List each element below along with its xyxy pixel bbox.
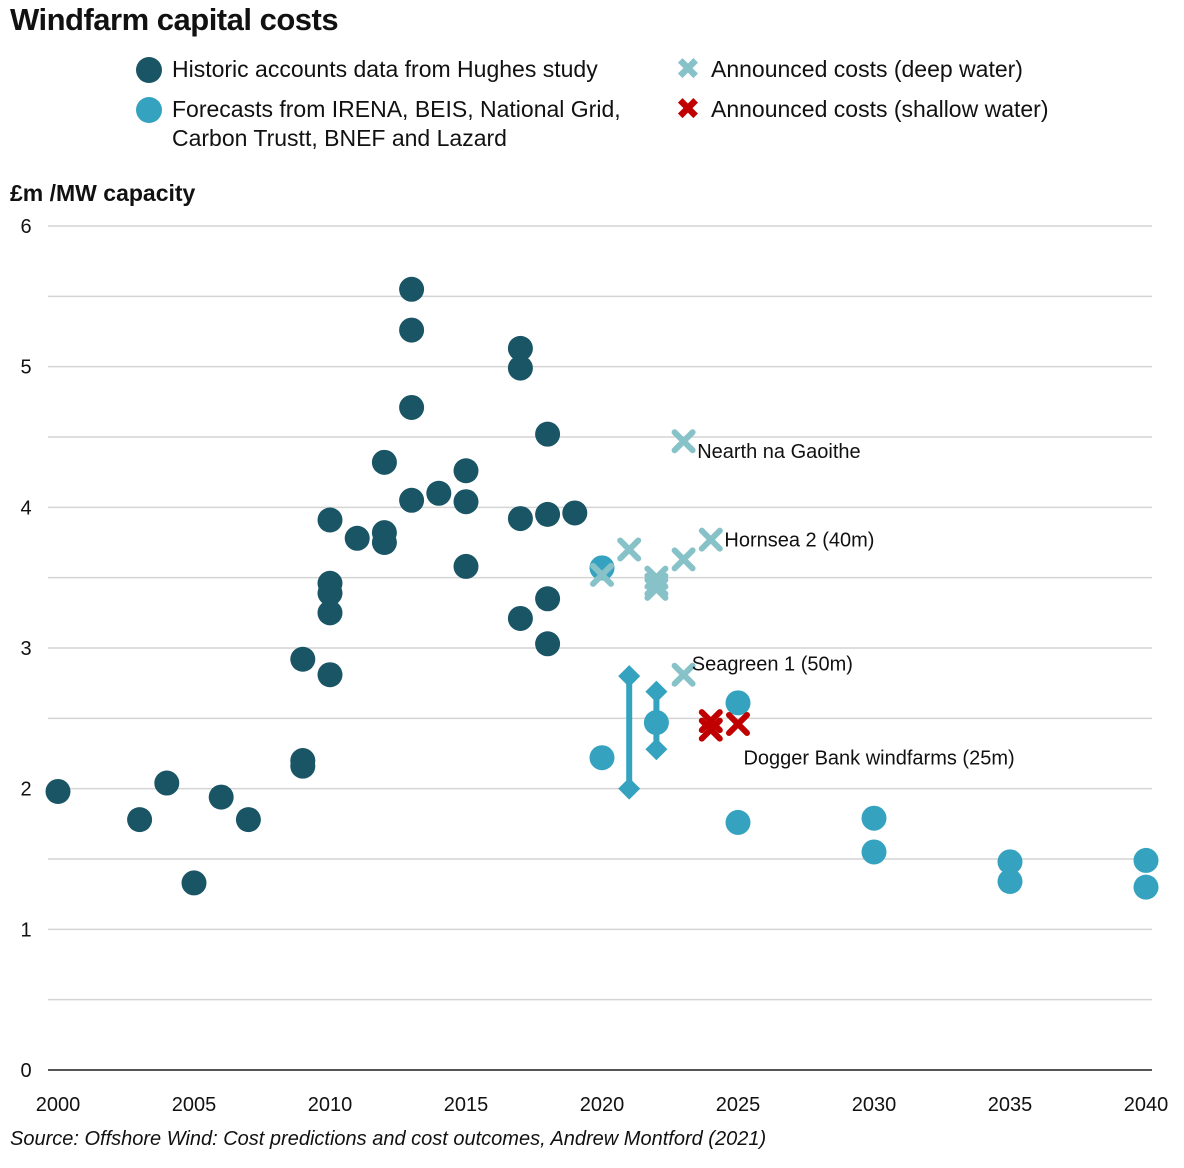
data-point [861, 805, 887, 831]
data-point [589, 745, 615, 771]
data-point [725, 809, 751, 835]
source-note: Source: Offshore Wind: Cost predictions … [10, 1128, 767, 1150]
data-point [426, 480, 452, 506]
x-tick-label: 2040 [1124, 1094, 1169, 1116]
data-point [317, 662, 343, 688]
y-tick-label: 6 [20, 216, 31, 238]
data-point [535, 421, 561, 447]
annotation-label: Seagreen 1 (50m) [692, 653, 853, 675]
data-point [861, 839, 887, 865]
x-tick-label: 2035 [988, 1094, 1033, 1116]
data-point [317, 600, 343, 626]
range-diamond [645, 680, 668, 703]
y-tick-label: 3 [20, 638, 31, 660]
legend-deep-marker: ✖ [675, 53, 701, 86]
y-tick-label: 0 [20, 1060, 31, 1082]
legend-shallow: ✖ Announced costs (shallow water) [673, 93, 1049, 126]
data-point [562, 500, 588, 526]
data-point [643, 710, 669, 736]
x-tick-label: 2020 [580, 1094, 625, 1116]
data-point [399, 394, 425, 420]
data-point-x [671, 547, 696, 572]
chart-title: Windfarm capital costs [10, 2, 339, 37]
data-point-x [644, 576, 669, 601]
data-point [235, 807, 261, 833]
data-point [371, 449, 397, 475]
data-point [725, 690, 751, 716]
range-diamond [645, 738, 668, 761]
legend-forecast: Forecasts from IRENA, BEIS, National Gri… [134, 95, 621, 153]
y-tick-label: 2 [20, 779, 31, 801]
data-point [507, 335, 533, 361]
x-tick-label: 2015 [444, 1094, 489, 1116]
range-diamond [618, 777, 641, 800]
data-point [45, 778, 71, 804]
data-point-x [698, 527, 723, 552]
data-point [453, 553, 479, 579]
legend-historic-marker [134, 55, 164, 85]
x-tick-label: 2030 [852, 1094, 897, 1116]
data-point [399, 487, 425, 513]
legend-deep: ✖ Announced costs (deep water) [673, 55, 1023, 85]
x-tick-label: 2025 [716, 1094, 761, 1116]
data-point [1133, 874, 1159, 900]
x-tick-label: 2010 [308, 1094, 353, 1116]
data-point [290, 753, 316, 779]
legend-forecast-marker [134, 95, 164, 125]
data-point [208, 784, 234, 810]
data-point-x [671, 429, 696, 454]
x-tick-label: 2005 [172, 1094, 217, 1116]
legend-historic-label: Historic accounts data from Hughes study [172, 56, 598, 82]
y-tick-label: 4 [20, 497, 31, 519]
data-point [181, 870, 207, 896]
data-point-x [617, 537, 642, 562]
y-tick-label: 1 [20, 919, 31, 941]
annotation-label: Dogger Bank windfarms (25m) [743, 748, 1014, 770]
legend-historic: Historic accounts data from Hughes study [134, 55, 598, 85]
legend-forecast-label: Forecasts from IRENA, BEIS, National Gri… [172, 96, 621, 151]
data-point [453, 458, 479, 484]
data-point [317, 507, 343, 533]
data-point [317, 580, 343, 606]
data-point-x [698, 717, 723, 742]
y-tick-label: 5 [20, 357, 31, 379]
data-point-x [726, 711, 750, 736]
annotation-label: Nearth na Gaoithe [697, 441, 860, 463]
data-point [344, 525, 370, 551]
data-point [399, 276, 425, 302]
data-point [507, 355, 533, 381]
data-point [453, 489, 479, 515]
data-point [1133, 847, 1159, 873]
data-point-x [671, 662, 696, 687]
data-point [399, 317, 425, 343]
data-point [127, 807, 153, 833]
legend-deep-label: Announced costs (deep water) [711, 56, 1023, 82]
annotation-label: Hornsea 2 (40m) [724, 530, 874, 552]
legend-shallow-marker: ✖ [675, 93, 701, 126]
data-point [589, 555, 615, 581]
y-axis-label: £m /MW capacity [10, 180, 196, 206]
data-point [535, 501, 561, 527]
x-tick-label: 2000 [36, 1094, 81, 1116]
range-diamond [618, 665, 641, 688]
data-point [507, 605, 533, 631]
legend-shallow-label: Announced costs (shallow water) [711, 96, 1049, 122]
data-point [535, 631, 561, 657]
data-point [535, 586, 561, 612]
data-point-x [590, 562, 614, 587]
data-point [997, 869, 1023, 895]
data-point [997, 849, 1023, 875]
data-point [290, 646, 316, 672]
data-point [154, 770, 180, 796]
data-point [507, 506, 533, 532]
data-point [371, 530, 397, 555]
